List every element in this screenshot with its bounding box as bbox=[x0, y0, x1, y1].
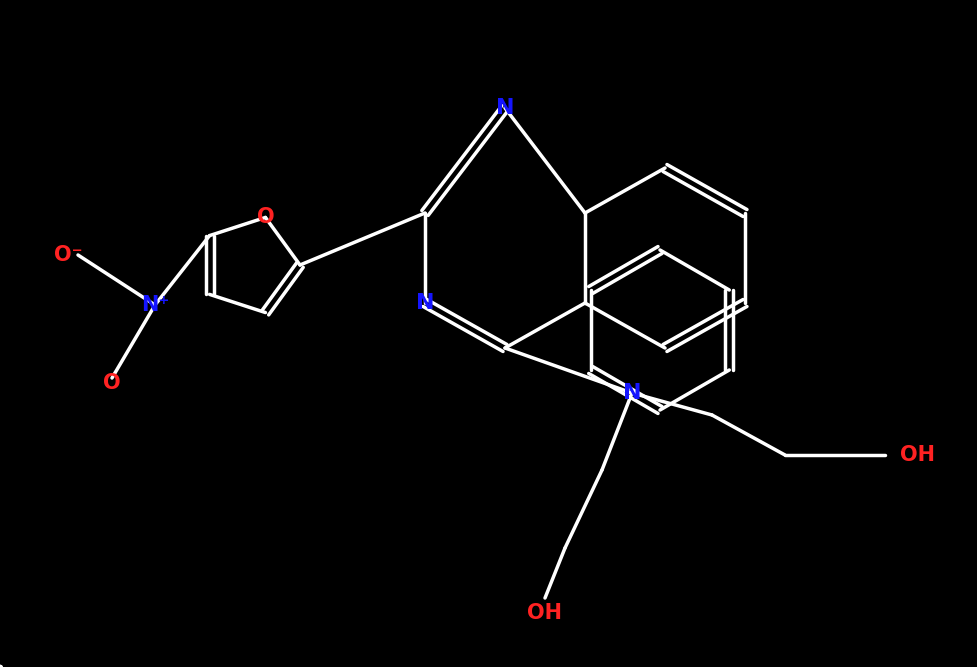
Text: O⁻: O⁻ bbox=[54, 245, 82, 265]
Text: O: O bbox=[257, 207, 275, 227]
Text: N: N bbox=[416, 293, 434, 313]
Text: OH: OH bbox=[900, 445, 935, 465]
Text: O: O bbox=[104, 373, 121, 393]
Text: OH: OH bbox=[528, 603, 563, 623]
Text: N: N bbox=[495, 98, 514, 118]
Text: N⁺: N⁺ bbox=[141, 295, 169, 315]
Text: N: N bbox=[622, 383, 641, 403]
